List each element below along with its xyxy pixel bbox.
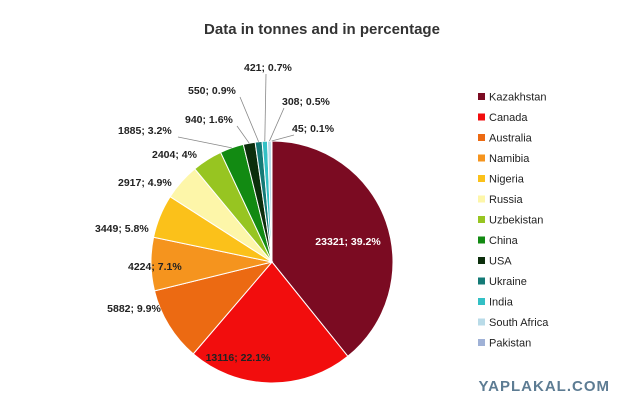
legend-label-uzbekistan: Uzbekistan bbox=[489, 215, 543, 227]
data-label-nigeria: 3449; 5.8% bbox=[95, 223, 149, 235]
legend-swatch-kazakhstan bbox=[478, 93, 485, 100]
legend-label-china: China bbox=[489, 235, 519, 247]
data-label-uzbekistan: 2404; 4% bbox=[152, 149, 198, 161]
pie-slice-canada bbox=[192, 261, 349, 384]
data-label-ukraine: 550; 0.9% bbox=[188, 85, 237, 97]
data-label-south-africa: 308; 0.5% bbox=[282, 96, 331, 108]
data-label-pakistan: 45; 0.1% bbox=[292, 123, 335, 135]
leader-line-china bbox=[177, 136, 232, 149]
legend-label-pakistan: Pakistan bbox=[489, 338, 531, 350]
legend-swatch-uzbekistan bbox=[478, 216, 485, 223]
legend-label-nigeria: Nigeria bbox=[489, 174, 525, 186]
legend-swatch-nigeria bbox=[478, 175, 485, 182]
legend-swatch-china bbox=[478, 236, 485, 244]
pie-slice-kazakhstan bbox=[271, 140, 394, 357]
legend-swatch-canada bbox=[478, 113, 485, 121]
legend: Kazakhstan Canada Australia Namibia Nigeria R… bbox=[478, 92, 549, 350]
legend-label-australia: Australia bbox=[489, 133, 533, 145]
legend-label-ukraine: Ukraine bbox=[489, 276, 527, 288]
data-label-usa: 940; 1.6% bbox=[185, 114, 234, 126]
legend-swatch-south-africa bbox=[478, 318, 485, 326]
leader-line-pakistan bbox=[271, 134, 295, 142]
leader-line-india bbox=[264, 73, 267, 142]
leader-line-usa bbox=[236, 125, 250, 144]
legend-swatch-india bbox=[478, 298, 485, 305]
leader-line-ukraine bbox=[239, 96, 259, 142]
legend-swatch-ukraine bbox=[478, 277, 485, 285]
watermark: YAPLAKAL.COM bbox=[479, 378, 610, 395]
legend-label-russia: Russia bbox=[489, 194, 524, 206]
data-label-canada: 13116; 22.1% bbox=[206, 352, 271, 364]
legend-label-usa: USA bbox=[489, 256, 512, 268]
pie-slice-pakistan bbox=[270, 140, 273, 263]
chart-title: Data in tonnes and in percentage bbox=[204, 21, 440, 38]
data-label-russia: 2917; 4.9% bbox=[118, 177, 172, 189]
data-label-australia: 5882; 9.9% bbox=[107, 303, 161, 315]
legend-swatch-australia bbox=[478, 134, 485, 141]
legend-label-south-africa: South Africa bbox=[489, 317, 549, 329]
data-label-kazakhstan: 23321; 39.2% bbox=[315, 236, 381, 248]
pie-slice-australia bbox=[153, 261, 274, 355]
legend-swatch-pakistan bbox=[478, 339, 485, 346]
leader-line-south-africa bbox=[269, 107, 285, 142]
legend-swatch-russia bbox=[478, 195, 485, 203]
legend-swatch-namibia bbox=[478, 154, 485, 162]
pie-slices bbox=[150, 140, 394, 384]
legend-label-namibia: Namibia bbox=[489, 153, 530, 165]
data-label-namibia: 4224; 7.1% bbox=[128, 261, 182, 273]
legend-label-canada: Canada bbox=[489, 112, 528, 124]
data-label-china: 1885; 3.2% bbox=[118, 125, 172, 137]
legend-label-india: India bbox=[489, 297, 514, 309]
data-label-india: 421; 0.7% bbox=[244, 62, 293, 74]
pie-data-labels: 23321; 39.2% 13116; 22.1% 5882; 9.9% 4224; … bbox=[95, 62, 381, 364]
legend-swatch-usa bbox=[478, 257, 485, 264]
legend-label-kazakhstan: Kazakhstan bbox=[489, 92, 546, 104]
